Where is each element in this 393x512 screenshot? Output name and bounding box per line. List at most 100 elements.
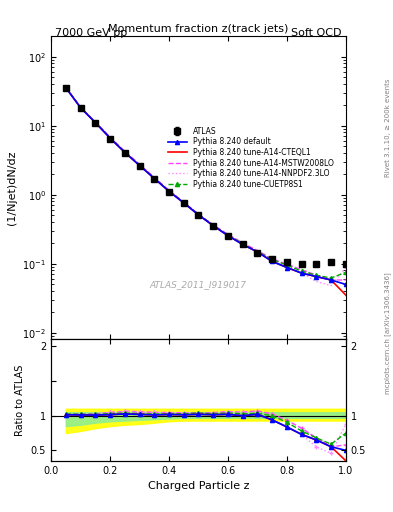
Pythia 8.240 tune-A14-CTEQL1 bbox=[314, 273, 319, 280]
Pythia 8.240 tune-CUETP8S1 bbox=[196, 211, 201, 217]
Pythia 8.240 default bbox=[78, 104, 83, 111]
Y-axis label: (1/Njet)dN/dz: (1/Njet)dN/dz bbox=[7, 151, 17, 225]
Pythia 8.240 tune-A14-NNPDF2.3LO bbox=[211, 222, 216, 228]
Pythia 8.240 tune-A14-CTEQL1 bbox=[196, 212, 201, 218]
Pythia 8.240 default bbox=[167, 188, 171, 195]
Pythia 8.240 default bbox=[343, 282, 348, 288]
Line: Pythia 8.240 tune-CUETP8S1: Pythia 8.240 tune-CUETP8S1 bbox=[64, 86, 348, 280]
Pythia 8.240 tune-A14-CTEQL1 bbox=[78, 104, 83, 111]
Pythia 8.240 tune-A14-CTEQL1 bbox=[64, 84, 68, 91]
Pythia 8.240 tune-A14-MSTW2008LO bbox=[343, 277, 348, 283]
Pythia 8.240 tune-CUETP8S1 bbox=[78, 104, 83, 111]
Pythia 8.240 tune-A14-NNPDF2.3LO bbox=[314, 279, 319, 285]
Pythia 8.240 tune-A14-MSTW2008LO bbox=[285, 261, 289, 267]
Pythia 8.240 tune-A14-MSTW2008LO bbox=[64, 84, 68, 91]
Pythia 8.240 tune-A14-NNPDF2.3LO bbox=[299, 270, 304, 276]
Pythia 8.240 tune-A14-NNPDF2.3LO bbox=[270, 258, 275, 264]
Pythia 8.240 tune-A14-NNPDF2.3LO bbox=[182, 199, 186, 205]
Pythia 8.240 default bbox=[226, 232, 230, 239]
Pythia 8.240 tune-A14-CTEQL1 bbox=[137, 162, 142, 168]
Text: mcplots.cern.ch [arXiv:1306.3436]: mcplots.cern.ch [arXiv:1306.3436] bbox=[384, 272, 391, 394]
Pythia 8.240 tune-A14-CTEQL1 bbox=[299, 270, 304, 276]
Pythia 8.240 tune-A14-NNPDF2.3LO bbox=[137, 161, 142, 167]
Pythia 8.240 tune-A14-NNPDF2.3LO bbox=[78, 104, 83, 110]
Pythia 8.240 tune-A14-MSTW2008LO bbox=[196, 211, 201, 217]
Pythia 8.240 tune-A14-MSTW2008LO bbox=[299, 267, 304, 273]
Pythia 8.240 tune-CUETP8S1 bbox=[64, 84, 68, 91]
Pythia 8.240 tune-A14-NNPDF2.3LO bbox=[329, 283, 333, 289]
Pythia 8.240 tune-A14-NNPDF2.3LO bbox=[226, 231, 230, 238]
Pythia 8.240 tune-A14-MSTW2008LO bbox=[314, 272, 319, 279]
Pythia 8.240 tune-A14-MSTW2008LO bbox=[270, 255, 275, 262]
Pythia 8.240 tune-CUETP8S1 bbox=[299, 268, 304, 274]
Pythia 8.240 tune-A14-MSTW2008LO bbox=[167, 187, 171, 194]
Line: Pythia 8.240 default: Pythia 8.240 default bbox=[64, 86, 348, 287]
Pythia 8.240 tune-CUETP8S1 bbox=[182, 199, 186, 205]
Pythia 8.240 tune-CUETP8S1 bbox=[123, 149, 127, 155]
Legend: ATLAS, Pythia 8.240 default, Pythia 8.240 tune-A14-CTEQL1, Pythia 8.240 tune-A14: ATLAS, Pythia 8.240 default, Pythia 8.24… bbox=[165, 124, 336, 191]
Pythia 8.240 default bbox=[182, 200, 186, 206]
Pythia 8.240 tune-A14-NNPDF2.3LO bbox=[241, 240, 245, 246]
Pythia 8.240 tune-A14-CTEQL1 bbox=[93, 119, 98, 125]
Pythia 8.240 tune-A14-MSTW2008LO bbox=[137, 161, 142, 167]
Pythia 8.240 tune-CUETP8S1 bbox=[314, 272, 319, 279]
Pythia 8.240 default bbox=[241, 241, 245, 247]
Pythia 8.240 tune-A14-MSTW2008LO bbox=[329, 277, 333, 283]
Pythia 8.240 tune-CUETP8S1 bbox=[329, 275, 333, 281]
Pythia 8.240 default bbox=[299, 270, 304, 276]
Pythia 8.240 tune-A14-CTEQL1 bbox=[241, 241, 245, 247]
Pythia 8.240 default bbox=[270, 258, 275, 264]
Pythia 8.240 tune-A14-CTEQL1 bbox=[182, 200, 186, 206]
Pythia 8.240 default bbox=[93, 119, 98, 125]
Pythia 8.240 tune-A14-MSTW2008LO bbox=[255, 247, 260, 253]
Pythia 8.240 default bbox=[211, 223, 216, 229]
Pythia 8.240 default bbox=[314, 273, 319, 280]
Pythia 8.240 tune-A14-CTEQL1 bbox=[285, 264, 289, 270]
Pythia 8.240 tune-CUETP8S1 bbox=[211, 222, 216, 228]
Pythia 8.240 tune-A14-MSTW2008LO bbox=[182, 199, 186, 205]
Line: Pythia 8.240 tune-A14-NNPDF2.3LO: Pythia 8.240 tune-A14-NNPDF2.3LO bbox=[66, 88, 346, 286]
Pythia 8.240 tune-CUETP8S1 bbox=[343, 269, 348, 275]
Pythia 8.240 tune-A14-CTEQL1 bbox=[152, 175, 156, 181]
Pythia 8.240 tune-A14-CTEQL1 bbox=[329, 277, 333, 283]
Text: Soft QCD: Soft QCD bbox=[292, 28, 342, 38]
Pythia 8.240 tune-A14-NNPDF2.3LO bbox=[196, 211, 201, 217]
Pythia 8.240 tune-A14-CTEQL1 bbox=[343, 292, 348, 298]
Line: Pythia 8.240 tune-A14-CTEQL1: Pythia 8.240 tune-A14-CTEQL1 bbox=[66, 88, 346, 295]
Title: Momentum fraction z(track jets): Momentum fraction z(track jets) bbox=[108, 24, 288, 34]
Pythia 8.240 tune-A14-MSTW2008LO bbox=[226, 231, 230, 238]
Text: Rivet 3.1.10, ≥ 200k events: Rivet 3.1.10, ≥ 200k events bbox=[385, 79, 391, 177]
Text: ATLAS_2011_I919017: ATLAS_2011_I919017 bbox=[150, 280, 247, 289]
Pythia 8.240 tune-A14-CTEQL1 bbox=[226, 232, 230, 239]
Pythia 8.240 tune-A14-NNPDF2.3LO bbox=[64, 84, 68, 91]
Pythia 8.240 tune-CUETP8S1 bbox=[137, 162, 142, 168]
Pythia 8.240 default bbox=[64, 84, 68, 91]
Pythia 8.240 tune-A14-NNPDF2.3LO bbox=[255, 249, 260, 255]
Pythia 8.240 default bbox=[137, 162, 142, 168]
Pythia 8.240 tune-A14-CTEQL1 bbox=[167, 188, 171, 195]
Pythia 8.240 tune-A14-NNPDF2.3LO bbox=[167, 187, 171, 194]
Line: Pythia 8.240 tune-A14-MSTW2008LO: Pythia 8.240 tune-A14-MSTW2008LO bbox=[66, 88, 346, 280]
Pythia 8.240 tune-A14-NNPDF2.3LO bbox=[285, 264, 289, 270]
Pythia 8.240 tune-CUETP8S1 bbox=[226, 232, 230, 238]
Pythia 8.240 default bbox=[108, 135, 112, 141]
Pythia 8.240 tune-A14-CTEQL1 bbox=[211, 223, 216, 229]
Pythia 8.240 tune-A14-MSTW2008LO bbox=[211, 222, 216, 228]
Text: 7000 GeV pp: 7000 GeV pp bbox=[55, 28, 127, 38]
Pythia 8.240 default bbox=[123, 150, 127, 156]
Pythia 8.240 tune-A14-MSTW2008LO bbox=[152, 174, 156, 180]
Pythia 8.240 default bbox=[255, 249, 260, 255]
Y-axis label: Ratio to ATLAS: Ratio to ATLAS bbox=[15, 365, 25, 436]
Pythia 8.240 tune-CUETP8S1 bbox=[241, 241, 245, 247]
Pythia 8.240 tune-CUETP8S1 bbox=[270, 257, 275, 263]
Pythia 8.240 tune-A14-NNPDF2.3LO bbox=[93, 119, 98, 125]
Pythia 8.240 tune-CUETP8S1 bbox=[108, 135, 112, 141]
Pythia 8.240 default bbox=[329, 277, 333, 283]
Pythia 8.240 tune-A14-NNPDF2.3LO bbox=[343, 264, 348, 270]
Pythia 8.240 tune-A14-MSTW2008LO bbox=[93, 119, 98, 125]
Pythia 8.240 tune-A14-MSTW2008LO bbox=[241, 240, 245, 246]
Pythia 8.240 tune-A14-NNPDF2.3LO bbox=[108, 134, 112, 140]
Pythia 8.240 tune-A14-MSTW2008LO bbox=[123, 148, 127, 154]
Pythia 8.240 tune-A14-MSTW2008LO bbox=[78, 104, 83, 110]
Pythia 8.240 tune-A14-MSTW2008LO bbox=[108, 134, 112, 140]
